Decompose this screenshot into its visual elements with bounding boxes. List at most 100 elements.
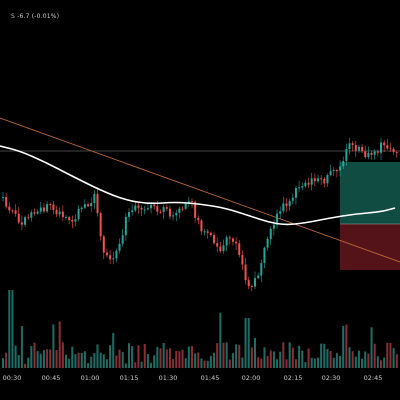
candle-body	[11, 210, 14, 212]
candle	[304, 179, 307, 188]
candle-body	[276, 213, 279, 225]
candle-body	[317, 178, 319, 182]
volume-bar	[367, 353, 370, 368]
candle	[247, 276, 250, 290]
candle-body	[150, 204, 153, 209]
volume-bar	[181, 349, 184, 368]
volume-bar	[140, 361, 143, 368]
candle-body	[159, 211, 162, 213]
candle-body	[298, 187, 301, 189]
candle	[373, 149, 376, 160]
volume-bar	[241, 357, 244, 368]
candle-body	[213, 235, 216, 244]
volume-bar	[335, 353, 338, 368]
volume-bar	[87, 363, 90, 368]
volume-bar	[150, 362, 153, 368]
candle	[203, 228, 206, 236]
candle	[58, 207, 61, 218]
candle	[367, 146, 370, 160]
candle-body	[345, 149, 348, 161]
candle	[276, 209, 279, 229]
volume-bar	[364, 351, 367, 368]
candle-body	[288, 200, 291, 207]
candle-body	[184, 203, 187, 209]
candle-body	[272, 224, 275, 229]
candle-body	[93, 193, 96, 203]
candle-body	[332, 170, 335, 172]
candle	[294, 185, 297, 205]
volume-bar	[266, 356, 269, 368]
candle	[317, 174, 319, 184]
candle-body	[364, 151, 367, 158]
volume-bar	[313, 358, 316, 368]
volume-bar	[332, 357, 335, 368]
volume-bar	[20, 325, 23, 368]
candle	[389, 142, 392, 152]
candle-body	[124, 216, 127, 236]
volume-bar	[71, 346, 74, 368]
candle-body	[146, 208, 149, 210]
candle	[351, 141, 354, 152]
candle-body	[55, 209, 58, 215]
candle-body	[313, 178, 316, 182]
candle	[200, 219, 203, 236]
candle	[131, 204, 134, 216]
candle-body	[140, 207, 143, 210]
volume-bar	[49, 349, 52, 368]
candle	[165, 204, 168, 212]
candle	[102, 234, 105, 260]
candle	[266, 236, 269, 251]
volume-bar	[96, 344, 99, 368]
candle	[301, 182, 304, 191]
candle	[392, 147, 395, 155]
volume-bar	[206, 360, 209, 368]
volume-bar	[93, 353, 96, 368]
candle-body	[197, 217, 200, 221]
candle-body	[14, 210, 17, 214]
candle-body	[87, 204, 90, 207]
candle-body	[137, 205, 140, 208]
candle-body	[386, 145, 389, 149]
candle-body	[181, 208, 184, 210]
volume-bar	[68, 358, 71, 368]
candle	[27, 213, 30, 220]
candle	[209, 231, 212, 237]
candle-body	[33, 212, 36, 214]
candle-body	[20, 222, 23, 225]
candle	[225, 235, 228, 252]
candle-body	[361, 146, 364, 152]
volume-bar	[228, 359, 231, 368]
volume-bar	[8, 290, 11, 368]
candle-body	[301, 186, 304, 188]
candle-body	[209, 232, 212, 236]
candle-body	[168, 208, 171, 217]
volume-bar	[58, 321, 61, 368]
volume-bar	[282, 342, 285, 368]
volume-bar	[80, 352, 83, 368]
candle	[99, 211, 102, 241]
candle	[33, 208, 36, 216]
candle-body	[102, 236, 105, 253]
volume-bar	[27, 357, 30, 368]
candle	[386, 138, 389, 150]
candle	[118, 238, 121, 254]
volume-bar	[128, 343, 130, 368]
volume-bar	[102, 354, 105, 368]
candle-body	[115, 250, 118, 259]
volume-bar	[168, 348, 171, 368]
volume-bar	[109, 345, 112, 368]
volume-bar	[11, 290, 14, 368]
candle-body	[5, 197, 8, 207]
candle	[213, 232, 216, 245]
candle-body	[143, 209, 146, 211]
candle-body	[326, 175, 329, 184]
candle-body	[376, 151, 379, 153]
volume-bar	[285, 359, 288, 368]
candle-body	[329, 170, 332, 176]
volume-bar	[361, 358, 364, 368]
candle	[228, 235, 231, 245]
candle	[216, 237, 219, 253]
volume-bar	[294, 359, 297, 368]
candle	[115, 248, 118, 263]
